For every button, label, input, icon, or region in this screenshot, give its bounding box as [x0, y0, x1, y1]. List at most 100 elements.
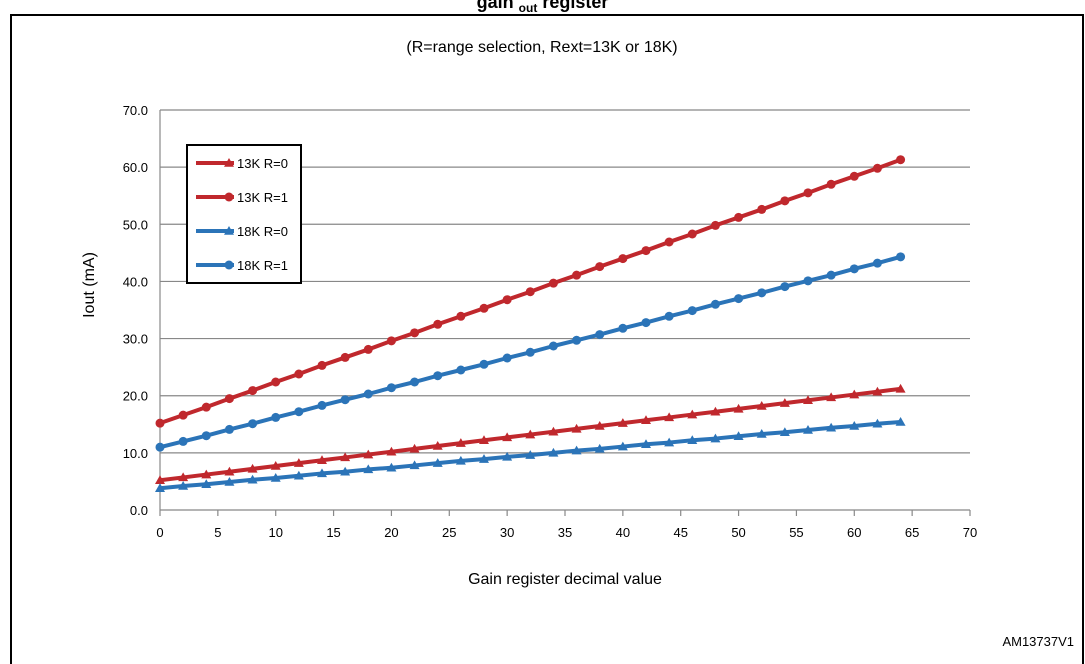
data-point	[294, 369, 304, 379]
data-point	[826, 270, 836, 280]
series-group	[155, 155, 906, 493]
data-point	[271, 412, 281, 422]
x-tick-label: 60	[847, 525, 861, 540]
data-point	[456, 311, 466, 321]
y-tick-label: 30.0	[123, 332, 148, 347]
series-18k-r-1	[155, 252, 906, 452]
data-point	[410, 377, 420, 387]
data-point	[733, 403, 744, 413]
x-tick-label: 70	[963, 525, 977, 540]
data-point	[664, 437, 675, 447]
data-point	[849, 421, 860, 430]
series-18k-r-0	[155, 417, 906, 493]
data-point	[502, 353, 512, 363]
data-point	[872, 163, 882, 173]
data-point	[780, 196, 790, 206]
y-axis-label: Iout (mA)	[81, 252, 98, 318]
data-point	[224, 424, 234, 434]
data-point	[595, 262, 605, 272]
y-tick-label: 70.0	[123, 103, 148, 118]
y-tick-label: 50.0	[123, 217, 148, 232]
data-point	[779, 398, 790, 407]
data-point	[780, 282, 790, 292]
data-point	[340, 452, 351, 462]
legend-label: 13K R=1	[237, 190, 288, 205]
data-point	[502, 295, 512, 305]
data-point	[803, 276, 813, 286]
data-point	[803, 425, 813, 434]
x-tick-label: 45	[673, 525, 687, 540]
data-point	[432, 458, 443, 467]
data-point	[479, 435, 489, 445]
data-point	[363, 344, 373, 354]
legend-label: 13K R=0	[237, 156, 288, 171]
x-tick-label: 65	[905, 525, 919, 540]
data-point	[317, 400, 327, 410]
data-point	[756, 429, 767, 438]
y-tick-label: 40.0	[123, 274, 148, 289]
legend: 13K R=0 13K R=1 18K R=0 18K R=1	[186, 144, 302, 284]
data-point	[779, 427, 790, 437]
x-tick-label: 35	[558, 525, 572, 540]
data-point	[294, 407, 304, 417]
data-point	[270, 461, 281, 470]
x-tick-label: 20	[384, 525, 398, 540]
data-point	[572, 335, 582, 345]
data-point	[548, 447, 559, 457]
data-point	[803, 188, 813, 198]
legend-marker	[224, 226, 234, 235]
data-point	[293, 458, 304, 467]
data-point	[201, 479, 212, 489]
data-point	[248, 419, 258, 429]
data-point	[386, 462, 397, 472]
data-point	[895, 383, 906, 393]
data-point	[525, 450, 536, 459]
x-tick-label: 50	[731, 525, 745, 540]
data-point	[155, 483, 165, 493]
x-tick-label: 25	[442, 525, 456, 540]
data-point	[618, 254, 628, 264]
figure-title-main: gain	[476, 0, 514, 12]
data-point	[872, 418, 883, 428]
data-point	[363, 449, 374, 459]
figure-title: gain out register	[0, 0, 1085, 15]
data-point	[201, 469, 212, 479]
data-point	[710, 299, 720, 309]
data-point	[293, 470, 304, 480]
legend-marker	[224, 260, 234, 270]
data-point	[247, 463, 258, 473]
data-point	[664, 237, 674, 247]
data-point	[224, 477, 235, 486]
data-point	[456, 365, 466, 375]
data-point	[224, 394, 234, 404]
x-tick-labels: 0 5 10 15 20 25 30 35 40 45 50 55 60 65 70	[156, 525, 977, 540]
data-point	[826, 179, 836, 189]
data-point	[201, 402, 211, 412]
series-13k-r-1	[155, 155, 906, 428]
data-point	[548, 426, 559, 436]
y-tick-label: 20.0	[123, 389, 148, 404]
data-point	[803, 395, 813, 405]
data-point	[317, 468, 327, 478]
data-point	[271, 377, 281, 387]
figure-code: AM13737V1	[1002, 634, 1074, 649]
data-point	[433, 371, 443, 381]
legend-label: 18K R=0	[237, 224, 288, 239]
data-point	[571, 423, 582, 433]
data-point	[826, 422, 837, 432]
x-tick-label: 5	[214, 525, 221, 540]
data-point	[340, 466, 351, 476]
data-point	[479, 303, 489, 313]
data-point	[386, 446, 397, 456]
data-point	[178, 481, 189, 490]
data-point	[155, 418, 165, 428]
data-point	[247, 474, 258, 484]
x-tick-label: 30	[500, 525, 514, 540]
data-point	[455, 455, 466, 465]
series-13k-r-0	[155, 383, 906, 485]
data-point	[734, 294, 744, 304]
data-point	[571, 445, 582, 455]
data-point	[178, 410, 188, 420]
data-point	[757, 288, 767, 298]
data-point	[340, 352, 350, 362]
